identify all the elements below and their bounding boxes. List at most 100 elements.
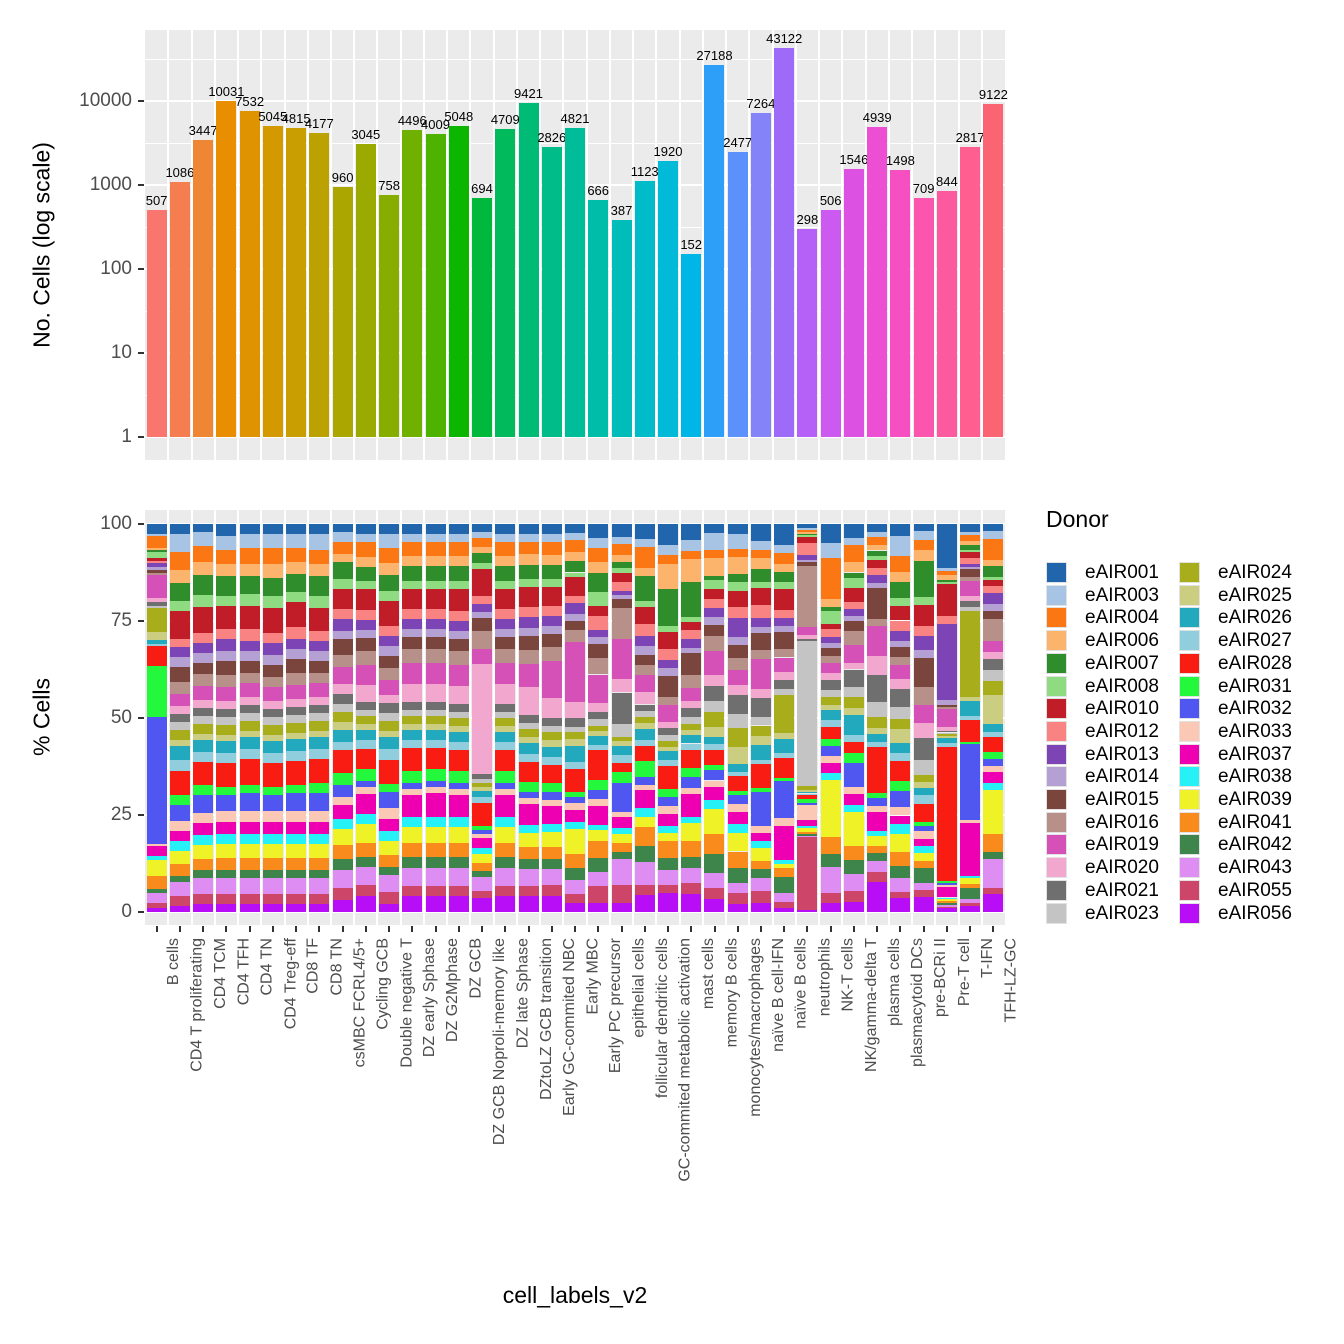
segment-eAIR038 <box>913 846 934 854</box>
segment-eAIR042 <box>727 868 748 883</box>
segment-eAIR013 <box>379 635 399 646</box>
gridline-vertical <box>376 30 379 460</box>
x-tick-mark <box>992 926 995 932</box>
segment-eAIR031 <box>774 778 795 781</box>
segment-eAIR013 <box>146 562 167 567</box>
segment-eAIR042 <box>425 857 446 868</box>
segment-eAIR004 <box>146 535 167 548</box>
segment-eAIR019 <box>286 684 307 699</box>
segment-eAIR013 <box>681 639 702 649</box>
segment-eAIR006 <box>146 547 167 550</box>
segment-eAIR013 <box>960 563 981 568</box>
x-tick-mark <box>899 926 902 932</box>
segment-eAIR027 <box>355 740 376 749</box>
segment-eAIR042 <box>495 857 516 868</box>
segment-eAIR006 <box>565 551 585 561</box>
segment-eAIR004 <box>518 542 539 555</box>
gridline-vertical <box>585 30 588 460</box>
count-bar-CD4 TFH <box>216 100 237 437</box>
segment-eAIR056 <box>843 901 864 912</box>
segment-eAIR055 <box>379 891 399 904</box>
segment-eAIR056 <box>727 903 748 912</box>
segment-eAIR024 <box>960 610 981 698</box>
segment-eAIR028 <box>355 748 376 770</box>
segment-eAIR025 <box>611 741 632 746</box>
segment-eAIR003 <box>797 527 818 530</box>
segment-eAIR023 <box>169 722 190 731</box>
legend-label-eAIR024: eAIR024 <box>1218 562 1292 583</box>
segment-eAIR004 <box>611 543 632 556</box>
segment-eAIR027 <box>448 742 469 751</box>
stacked-bar-mast cells <box>681 524 702 912</box>
segment-eAIR024 <box>495 718 516 727</box>
gridline-vertical <box>539 30 542 460</box>
segment-eAIR032 <box>797 803 818 805</box>
segment-eAIR016 <box>286 672 307 685</box>
segment-eAIR038 <box>379 830 399 841</box>
segment-eAIR043 <box>425 867 446 886</box>
segment-eAIR014 <box>634 646 655 655</box>
segment-eAIR032 <box>820 746 841 756</box>
stacked-bar-NK-T cells <box>820 524 841 912</box>
stacked-bar-DZ late Sphase <box>495 524 516 912</box>
segment-eAIR006 <box>820 599 841 607</box>
segment-eAIR010 <box>611 572 632 582</box>
segment-eAIR033 <box>355 787 376 794</box>
y-tick-mark <box>138 717 144 719</box>
gridline-major <box>145 99 1005 103</box>
x-tick-mark <box>481 926 483 932</box>
segment-eAIR025 <box>286 733 307 740</box>
segment-eAIR008 <box>379 591 399 602</box>
segment-eAIR008 <box>960 550 981 553</box>
segment-eAIR016 <box>750 650 771 660</box>
legend-swatch-eAIR025 <box>1180 585 1199 605</box>
segment-eAIR028 <box>518 761 539 782</box>
segment-eAIR031 <box>146 665 167 718</box>
segment-eAIR007 <box>472 553 492 563</box>
segment-eAIR020 <box>309 696 330 705</box>
segment-eAIR027 <box>750 759 771 765</box>
count-value-label: 5048 <box>444 108 474 124</box>
gridline-vertical <box>911 30 913 460</box>
segment-eAIR004 <box>355 542 376 557</box>
segment-eAIR033 <box>960 819 981 824</box>
segment-eAIR001 <box>867 524 888 532</box>
segment-eAIR038 <box>820 772 841 781</box>
count-value-label: 694 <box>471 181 493 197</box>
segment-eAIR031 <box>913 822 934 826</box>
segment-eAIR039 <box>425 827 446 844</box>
x-tick-label-NK/gamma-delta T: NK/gamma-delta T <box>862 938 880 1072</box>
segment-eAIR006 <box>332 554 353 563</box>
segment-eAIR043 <box>332 869 353 888</box>
segment-eAIR001 <box>565 524 585 534</box>
segment-eAIR016 <box>448 651 469 666</box>
x-tick-mark <box>318 926 321 932</box>
count-bar-plasma cells <box>867 126 888 437</box>
segment-eAIR039 <box>193 844 214 859</box>
segment-eAIR021 <box>960 601 981 607</box>
segment-eAIR056 <box>472 898 492 912</box>
segment-eAIR025 <box>750 736 771 745</box>
segment-eAIR020 <box>541 697 562 718</box>
segment-eAIR012 <box>193 632 214 643</box>
x-tick-label-pre-BCRi II: pre-BCRi II <box>932 938 950 1018</box>
segment-eAIR019 <box>169 693 190 706</box>
segment-eAIR039 <box>774 864 795 869</box>
segment-eAIR037 <box>820 763 841 773</box>
segment-eAIR056 <box>332 899 353 912</box>
segment-eAIR020 <box>727 684 748 696</box>
stacked-bar-Early PC precursor <box>588 524 609 912</box>
segment-eAIR025 <box>681 730 702 735</box>
segment-eAIR041 <box>983 833 1004 852</box>
segment-eAIR041 <box>146 875 167 890</box>
count-bar-GC-commited metabolic activation <box>658 161 678 437</box>
segment-eAIR043 <box>541 869 562 886</box>
segment-eAIR020 <box>913 723 934 739</box>
stacked-bar-pre-BCRi II <box>913 524 934 912</box>
count-bar-CD8 TN <box>309 132 330 437</box>
x-tick-label-plasmacytoid DCs: plasmacytoid DCs <box>909 938 927 1067</box>
segment-eAIR004 <box>820 557 841 600</box>
segment-eAIR016 <box>681 674 702 689</box>
segment-eAIR031 <box>820 738 841 747</box>
segment-eAIR038 <box>843 804 864 812</box>
